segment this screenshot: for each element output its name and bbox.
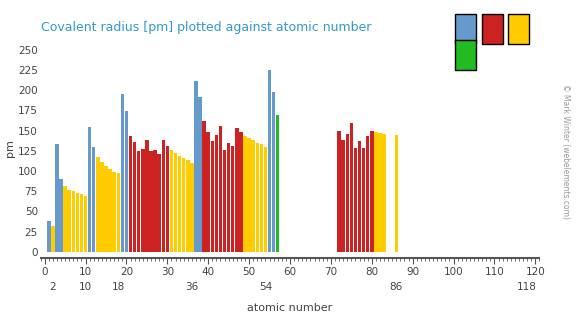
Bar	[145, 140, 148, 252]
Bar	[350, 123, 353, 252]
Bar	[96, 157, 100, 252]
Bar	[51, 226, 55, 252]
Bar	[182, 158, 186, 252]
Bar	[63, 186, 67, 252]
Bar	[264, 147, 267, 252]
Bar	[104, 166, 108, 252]
Bar	[84, 196, 88, 252]
Bar	[202, 121, 206, 252]
Text: 36: 36	[185, 282, 198, 292]
Bar	[161, 140, 165, 252]
Bar	[55, 144, 59, 252]
Text: 54: 54	[259, 282, 272, 292]
Text: 2: 2	[49, 282, 56, 292]
Bar	[178, 156, 182, 252]
Bar	[252, 140, 255, 252]
Bar	[358, 141, 361, 252]
Bar	[243, 135, 246, 252]
Bar	[92, 147, 96, 252]
Bar	[235, 128, 238, 252]
Bar	[117, 174, 120, 252]
Bar	[219, 126, 222, 252]
Bar	[137, 151, 140, 252]
Bar	[174, 153, 177, 252]
Bar	[227, 143, 230, 252]
Bar	[121, 94, 124, 252]
Bar	[211, 141, 214, 252]
Bar	[354, 148, 357, 252]
Bar	[133, 142, 136, 252]
Bar	[268, 70, 271, 252]
Bar	[206, 132, 210, 252]
Bar	[362, 148, 365, 252]
Bar	[198, 97, 202, 252]
Bar	[342, 140, 345, 252]
Bar	[75, 193, 79, 252]
Bar	[272, 92, 276, 252]
Bar	[231, 146, 234, 252]
Bar	[170, 150, 173, 252]
Bar	[215, 135, 218, 252]
Text: Covalent radius [pm] plotted against atomic number: Covalent radius [pm] plotted against ato…	[41, 21, 371, 34]
Bar	[166, 146, 169, 252]
Text: 10: 10	[79, 282, 92, 292]
Text: 18: 18	[112, 282, 125, 292]
Bar	[125, 111, 128, 252]
Bar	[129, 135, 132, 252]
Bar	[141, 149, 144, 252]
Bar	[71, 191, 75, 252]
Bar	[338, 131, 341, 252]
Bar	[382, 134, 386, 252]
Bar	[194, 81, 198, 252]
Bar	[100, 162, 104, 252]
Bar	[153, 150, 157, 252]
Bar	[186, 160, 190, 252]
Bar	[276, 115, 280, 252]
Bar	[88, 128, 92, 252]
Bar	[108, 169, 112, 252]
Bar	[157, 154, 161, 252]
Bar	[113, 172, 116, 252]
Bar	[378, 133, 382, 252]
Y-axis label: pm: pm	[5, 139, 15, 157]
Bar	[366, 135, 369, 252]
Bar	[394, 135, 398, 252]
Bar	[374, 132, 378, 252]
Text: 86: 86	[390, 282, 403, 292]
Bar	[346, 134, 349, 252]
Bar	[370, 131, 374, 252]
Text: © Mark Winter (webelements.com): © Mark Winter (webelements.com)	[561, 84, 570, 219]
Text: 118: 118	[517, 282, 537, 292]
Bar	[59, 179, 63, 252]
Bar	[248, 138, 251, 252]
Bar	[67, 190, 71, 252]
Bar	[260, 144, 263, 252]
Bar	[149, 151, 153, 252]
Bar	[47, 221, 50, 252]
Bar	[256, 143, 259, 252]
Text: atomic number: atomic number	[248, 303, 332, 313]
Bar	[239, 132, 242, 252]
Bar	[190, 163, 194, 252]
Bar	[79, 194, 83, 252]
Bar	[223, 150, 226, 252]
